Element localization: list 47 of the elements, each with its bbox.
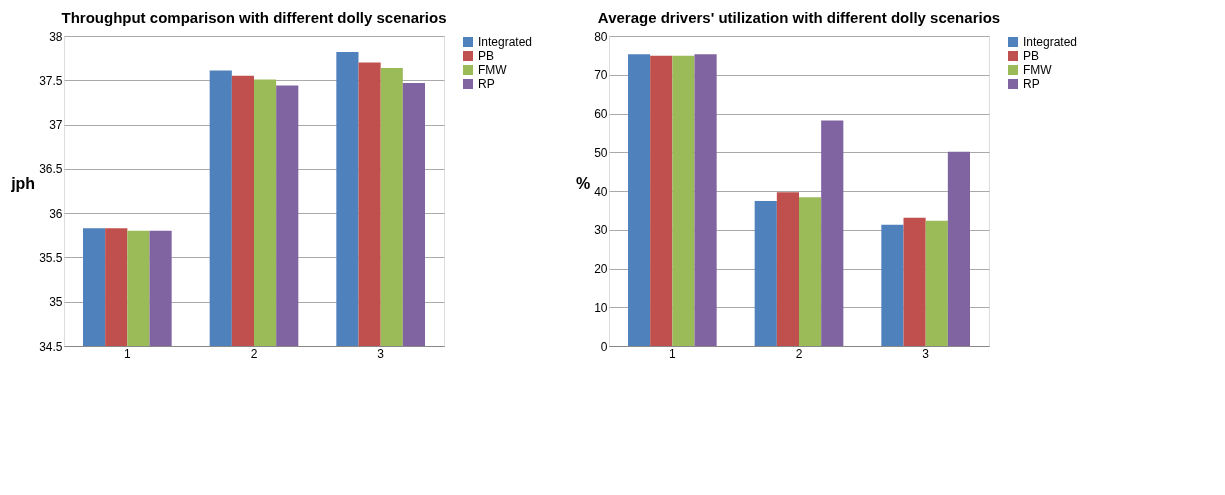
bar [628, 54, 651, 346]
y-tick-label: 30 [594, 223, 608, 238]
y-tick-label: 80 [594, 29, 608, 44]
bar [672, 55, 695, 346]
bar [694, 54, 717, 346]
legend-label: FMW [1023, 63, 1053, 77]
legend-label: PB [1023, 49, 1040, 63]
legend-label: Integrated [478, 35, 533, 49]
y-tick-label: 40 [594, 184, 608, 199]
y-tick-label: 35 [49, 295, 63, 310]
x-tick-label: 1 [123, 346, 131, 361]
x-tick-label: 2 [250, 346, 258, 361]
y-tick-label: 34.5 [39, 339, 63, 354]
y-tick-label: 36 [49, 206, 63, 221]
chart-title: Throughput comparison with different dolly scenarios [61, 9, 447, 26]
legend-label: RP [1023, 77, 1040, 91]
y-tick-label: 38 [49, 29, 63, 44]
x-tick-label: 3 [922, 346, 930, 361]
y-tick-label: 37 [49, 118, 63, 133]
y-tick-label: 70 [594, 68, 608, 83]
y-tick-label: 36.5 [39, 162, 63, 177]
chart-title: Average drivers' utilization with different dolly scenarios [597, 9, 1001, 26]
y-tick-label: 20 [594, 262, 608, 276]
bar [903, 217, 926, 346]
bar [754, 201, 777, 346]
bar [947, 151, 970, 346]
y-tick-label: 35.5 [39, 250, 63, 265]
x-tick-label: 3 [377, 346, 385, 361]
x-tick-label: 1 [668, 346, 676, 361]
legend-label: FMW [478, 63, 508, 77]
bar [821, 120, 844, 346]
bar [925, 220, 948, 346]
x-tick-label: 2 [795, 346, 803, 361]
legend-label: RP [478, 77, 495, 91]
legend-label: Integrated [1023, 35, 1078, 49]
bar [799, 197, 822, 346]
y-tick-label: 37.5 [39, 73, 63, 88]
y-axis-title: jph [10, 174, 36, 192]
bar [881, 224, 904, 346]
y-tick-label: 60 [594, 107, 608, 121]
y-tick-label: 0 [600, 339, 608, 354]
bar [650, 55, 673, 346]
y-tick-label: 50 [594, 145, 608, 160]
legend-label: PB [478, 49, 495, 63]
y-tick-label: 10 [594, 300, 608, 315]
y-axis-title: % [575, 174, 591, 192]
bar [776, 192, 799, 346]
